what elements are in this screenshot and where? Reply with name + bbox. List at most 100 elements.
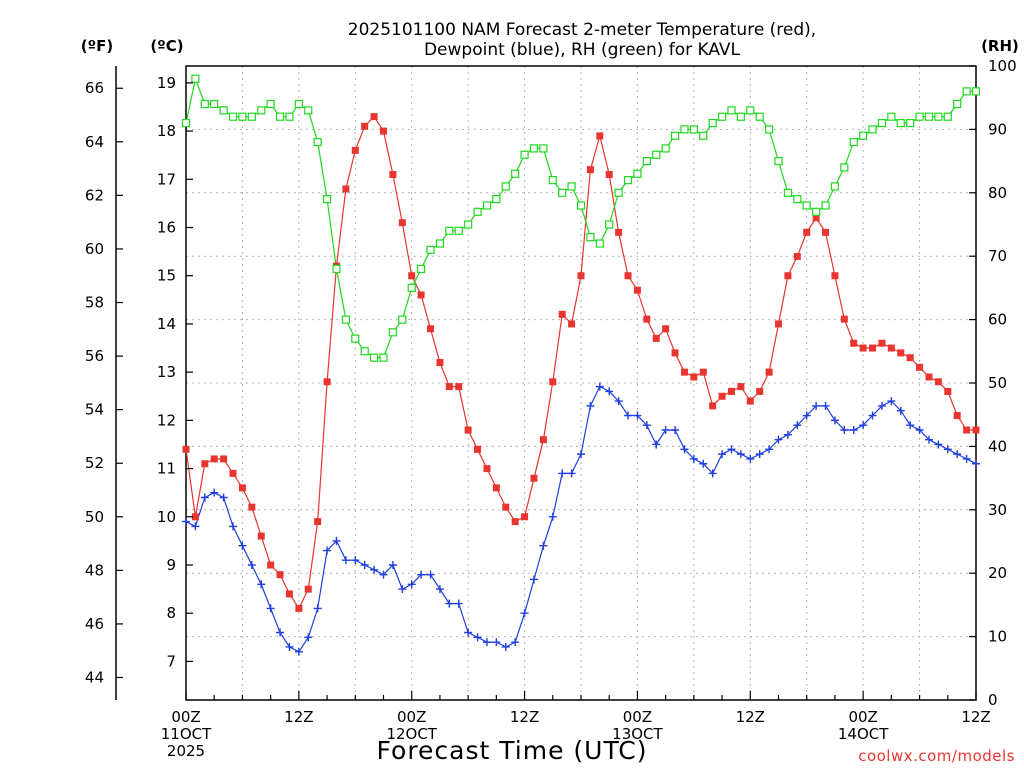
dewpoint-point xyxy=(915,426,924,435)
fahrenheit-tick-label: 54 xyxy=(85,401,104,419)
rh-point xyxy=(558,188,567,197)
dewpoint-point xyxy=(257,580,266,589)
rh-point xyxy=(454,226,463,235)
credit-text: coolwx.com/models xyxy=(858,747,1015,765)
dewpoint-point xyxy=(388,561,397,570)
rh-point xyxy=(680,125,689,134)
rh-point xyxy=(924,112,934,121)
temperature-point xyxy=(718,392,726,400)
fahrenheit-tick-label: 62 xyxy=(85,186,104,204)
rh-point xyxy=(294,99,303,109)
dewpoint-point xyxy=(182,517,190,526)
dewpoint-point xyxy=(906,421,915,430)
temperature-point xyxy=(398,219,406,227)
temperature-point xyxy=(746,397,754,405)
fahrenheit-axis-title: (ºF) xyxy=(81,37,113,55)
dewpoint-point xyxy=(783,430,792,439)
dewpoint-point xyxy=(407,580,416,589)
rh-point xyxy=(511,169,520,178)
temperature-point xyxy=(643,315,651,323)
celsius-tick-label: 17 xyxy=(157,170,176,188)
rh-point xyxy=(341,315,350,324)
dewpoint-point xyxy=(896,406,905,415)
rh-point xyxy=(906,118,915,128)
temperature-point xyxy=(408,272,416,280)
marker-layer xyxy=(181,74,981,656)
dewpoint-point xyxy=(953,450,962,459)
temperature-point xyxy=(455,383,463,391)
dewpoint-point xyxy=(370,565,379,574)
rh-point xyxy=(670,131,680,140)
celsius-axis-title: (ºC) xyxy=(150,37,183,55)
dewpoint-point xyxy=(511,638,520,647)
rh-point xyxy=(492,195,501,204)
temperature-point xyxy=(427,325,435,333)
temperature-point xyxy=(709,402,717,410)
temperature-point xyxy=(633,286,641,294)
temperature-point xyxy=(351,146,359,154)
x-tick-label: 12Z xyxy=(736,708,765,726)
rh-point xyxy=(652,150,661,159)
rh-point xyxy=(482,201,492,210)
rh-tick-label: 60 xyxy=(988,311,1007,329)
temperature-point xyxy=(652,334,660,342)
rh-point xyxy=(210,99,219,109)
dewpoint-point xyxy=(614,397,623,406)
celsius-tick-label: 16 xyxy=(157,219,176,237)
fahrenheit-tick-label: 66 xyxy=(85,79,104,97)
rh-point xyxy=(614,188,623,197)
temperature-point xyxy=(812,214,820,222)
rh-axis-title: (RH) xyxy=(981,37,1019,55)
dewpoint-point xyxy=(520,609,529,618)
temperature-point xyxy=(549,378,557,386)
dewpoint-point xyxy=(548,512,557,521)
dewpoint-point xyxy=(435,585,444,594)
dewpoint-point xyxy=(266,604,275,613)
rh-point xyxy=(548,176,557,185)
rh-point xyxy=(849,137,858,147)
temperature-point xyxy=(897,349,905,357)
dewpoint-point xyxy=(191,522,200,531)
temperature-point xyxy=(483,465,491,473)
dewpoint-point xyxy=(727,445,736,454)
rh-point xyxy=(633,169,642,178)
dewpoint-point xyxy=(812,401,821,410)
dewpoint-point xyxy=(210,488,219,497)
rh-tick-label: 90 xyxy=(988,120,1007,138)
temperature-point xyxy=(671,349,679,357)
temperature-point xyxy=(963,426,971,434)
x-tick-label: 00Z xyxy=(848,708,877,726)
rh-point xyxy=(520,150,529,159)
temperature-point xyxy=(210,455,218,463)
dewpoint-point xyxy=(313,604,322,613)
rh-point xyxy=(464,220,473,229)
dewpoint-point xyxy=(661,426,670,435)
temperature-point xyxy=(906,354,914,362)
temperature-point xyxy=(699,368,707,376)
x-tick-label: 12Z xyxy=(284,708,313,726)
dewpoint-point xyxy=(708,469,717,478)
rh-point xyxy=(351,334,360,343)
celsius-tick-label: 18 xyxy=(157,122,176,140)
dewpoint-point xyxy=(746,454,755,463)
dewpoint-point xyxy=(755,450,764,459)
temperature-point xyxy=(304,585,312,593)
temperature-point xyxy=(822,228,830,236)
rh-point xyxy=(398,315,407,324)
rh-point xyxy=(238,112,247,121)
rh-point xyxy=(642,157,651,166)
temperature-point xyxy=(361,122,369,130)
temperature-point xyxy=(869,344,877,352)
fahrenheit-tick-label: 52 xyxy=(85,454,104,472)
rh-point xyxy=(388,328,398,337)
temperature-point xyxy=(916,363,924,371)
temperature-point xyxy=(436,359,444,367)
dewpoint-point xyxy=(868,411,877,420)
temperature-point xyxy=(586,166,594,174)
dewpoint-point xyxy=(699,459,708,468)
rh-point xyxy=(369,353,379,362)
temperature-point xyxy=(624,272,632,280)
temperature-point xyxy=(803,228,811,236)
temperature-point xyxy=(276,571,284,579)
rh-point xyxy=(783,188,793,197)
